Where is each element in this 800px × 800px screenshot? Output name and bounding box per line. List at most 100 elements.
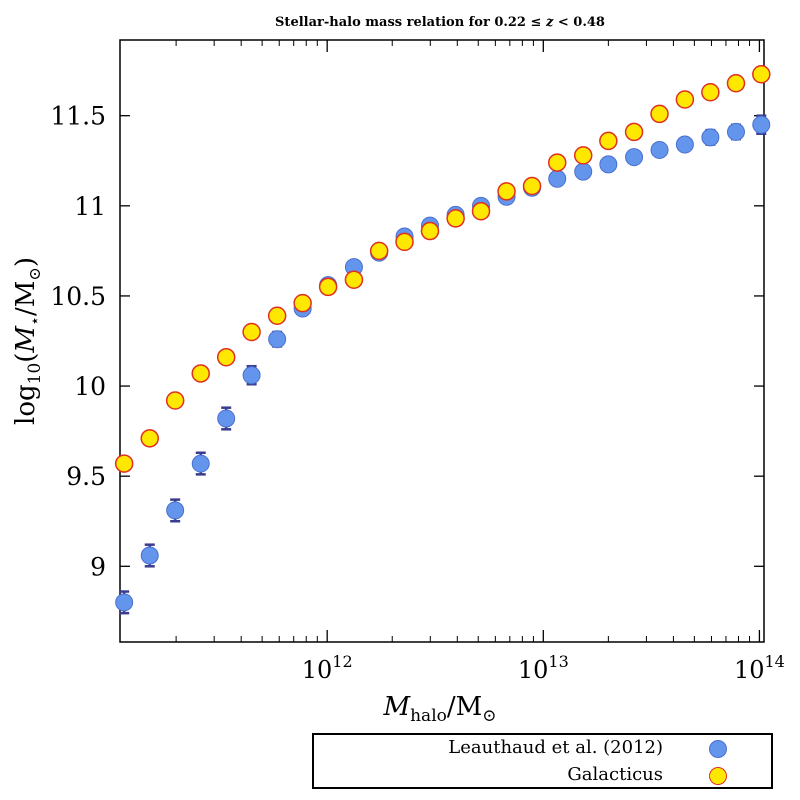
galacticus-marker [446,209,465,228]
galacticus-point [395,232,414,252]
leauthaud-marker [726,122,745,141]
y-tick-label: 11.5 [50,102,106,131]
galacticus-marker [624,122,644,142]
y-axis-label: log10(M⋆/M⊙) [11,257,45,425]
leauthaud-point [701,128,720,147]
legend-marker-galacticus [709,767,727,785]
leauthaud-point [268,330,287,349]
galacticus-point [675,90,695,109]
galacticus-marker [599,131,618,151]
galacticus-marker [650,104,669,124]
leauthaud-marker [268,330,287,349]
galacticus-marker [242,322,261,342]
x-tick-label: 1014 [734,652,785,684]
y-tick-label: 11 [74,192,106,221]
y-tick-label: 10.5 [50,282,106,311]
x-tick-label: 1012 [302,652,353,684]
galacticus-marker [267,306,287,326]
chart-title: Stellar-halo mass relation for 0.22 ≤ z … [275,15,605,30]
leauthaud-point [344,258,363,277]
galacticus-marker [369,241,389,261]
galacticus-marker [420,221,440,241]
leauthaud-point [599,155,618,174]
legend-marker-leauthaud [709,740,727,758]
galacticus-marker [344,270,364,289]
leauthaud-point [115,590,134,615]
galacticus-point [497,182,516,201]
legend: Leauthaud et al. (2012) Galacticus [312,733,773,789]
data-marks [114,64,771,615]
galacticus-point [624,122,644,142]
leauthaud-point [548,169,567,188]
y-tick-label: 9.5 [66,462,106,491]
galacticus-point [471,201,491,221]
galacticus-marker [497,182,516,201]
galacticus-point [420,221,440,241]
galacticus-marker [701,83,720,102]
galacticus-point [369,241,389,261]
galacticus-point [599,131,618,151]
galacticus-marker [395,232,414,252]
leauthaud-point [574,162,593,181]
galacticus-point [318,277,338,297]
galacticus-point [267,306,287,326]
y-tick-label: 9 [90,552,106,581]
galacticus-point [446,209,465,228]
galacticus-point [140,429,159,448]
galacticus-marker [471,201,491,221]
galacticus-marker [114,454,134,473]
leauthaud-marker [166,501,185,520]
x-axis-label: Mhalo/M⊙ [382,692,496,726]
galacticus-point [242,322,261,342]
leauthaud-point [217,406,236,431]
leauthaud-marker [599,155,618,174]
leauthaud-point [650,140,669,159]
galacticus-point [522,176,542,196]
legend-label-galacticus: Galacticus [567,764,663,785]
y-tick-label: 10 [74,372,106,401]
galacticus-marker [547,153,567,172]
leauthaud-marker [675,135,694,154]
galacticus-point [191,364,210,383]
galacticus-marker [522,176,542,196]
galacticus-marker [726,74,746,93]
galacticus-marker [216,347,236,367]
galacticus-point [701,83,720,102]
galacticus-point [344,270,364,289]
galacticus-marker [165,391,185,410]
galacticus-marker [318,277,338,297]
galacticus-marker [293,293,312,313]
leauthaud-point [752,114,771,135]
galacticus-marker [675,90,695,109]
leauthaud-point [191,451,210,476]
galacticus-point [547,153,567,172]
leauthaud-marker [140,546,159,565]
galacticus-point [216,347,236,367]
leauthaud-marker [752,115,771,134]
leauthaud-marker [574,162,593,181]
galacticus-point [114,454,134,473]
x-tick-label: 1013 [518,652,569,684]
galacticus-point [752,64,771,84]
galacticus-point [293,293,312,313]
galacticus-marker [140,429,159,448]
legend-label-leauthaud: Leauthaud et al. (2012) [448,737,663,758]
leauthaud-marker [242,366,261,385]
leauthaud-marker [625,148,644,167]
galacticus-marker [752,64,771,84]
plot-frame [119,39,765,643]
galacticus-point [573,146,593,165]
galacticus-marker [573,146,593,165]
leauthaud-point [625,148,644,167]
leauthaud-marker [650,140,669,159]
galacticus-marker [191,364,210,383]
galacticus-point [650,104,669,124]
leauthaud-point [242,364,261,386]
chart-canvas: Stellar-halo mass relation for 0.22 ≤ z … [11,15,785,726]
axis-ticks: 9 9.5 10 10.5 11 11.5 1012 1013 1014 [50,40,785,684]
leauthaud-marker [191,454,210,473]
leauthaud-marker [115,593,134,612]
leauthaud-point [166,498,185,523]
galacticus-point [726,74,746,93]
leauthaud-marker [701,128,720,147]
